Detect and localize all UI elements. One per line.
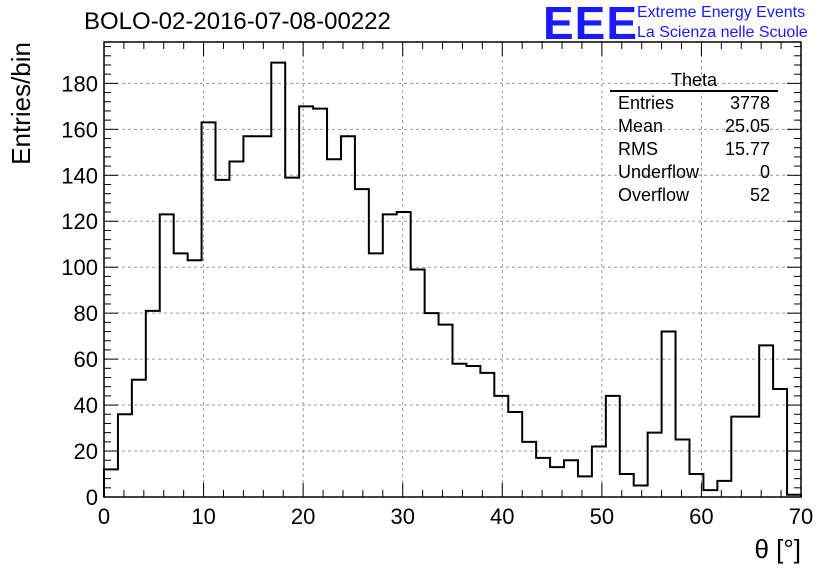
- histogram-bin: [146, 311, 160, 497]
- histogram-bin: [229, 161, 243, 497]
- histogram-bin: [327, 159, 341, 497]
- x-tick-label: 60: [689, 504, 713, 529]
- y-tick-label: 40: [74, 393, 98, 418]
- histogram-bin: [313, 109, 327, 497]
- histogram-bin: [299, 106, 313, 497]
- x-tick-label: 10: [191, 504, 215, 529]
- histogram-bin: [522, 442, 536, 497]
- histogram-bin: [271, 63, 285, 497]
- histogram-bin: [118, 414, 132, 497]
- histogram-bin: [397, 212, 411, 497]
- stats-label: Underflow: [618, 162, 700, 182]
- y-tick-label: 80: [74, 301, 98, 326]
- histogram-bin: [676, 440, 690, 497]
- histogram-bin: [216, 180, 230, 497]
- y-axis-label: Entries/bin: [6, 42, 36, 165]
- x-axis-label: θ [°]: [754, 534, 801, 564]
- logo-line2: La Scienza nelle Scuole: [637, 24, 808, 41]
- stats-label: Overflow: [618, 185, 690, 205]
- stats-row-entries: Entries 3778: [610, 92, 778, 115]
- histogram-bin: [355, 189, 369, 497]
- histogram-bin: [132, 380, 146, 497]
- x-tick-label: 50: [590, 504, 614, 529]
- stats-value: 52: [749, 185, 770, 205]
- histogram-bin: [257, 136, 271, 497]
- histogram-bin: [188, 260, 202, 497]
- y-tick-label: 60: [74, 347, 98, 372]
- y-tick-label: 100: [61, 255, 98, 280]
- histogram-bin: [466, 366, 480, 497]
- histogram-bin: [578, 476, 592, 497]
- x-tick-label: 30: [390, 504, 414, 529]
- histogram-bin: [174, 253, 188, 497]
- stats-row-rms: RMS 15.77: [610, 138, 778, 161]
- histogram-bin: [773, 389, 787, 497]
- histogram-outline: [103, 61, 802, 497]
- histogram-bin: [383, 214, 397, 497]
- plot-frame: [103, 41, 802, 498]
- histogram-bin: [717, 481, 731, 497]
- histogram-bin: [494, 396, 508, 497]
- stats-label: Entries: [618, 93, 675, 113]
- x-tick-label: 70: [789, 504, 813, 529]
- y-tick-label: 20: [74, 439, 98, 464]
- histogram-bin: [411, 270, 425, 498]
- histogram-bin: [731, 417, 745, 497]
- histogram-bin: [592, 446, 606, 497]
- stats-label: Mean: [618, 116, 664, 136]
- y-tick-label: 0: [86, 485, 98, 510]
- histogram-bin: [285, 178, 299, 497]
- histogram-bin: [202, 122, 216, 497]
- y-tick-label: 180: [61, 71, 98, 96]
- stats-value: 3778: [729, 93, 770, 113]
- histogram-bin: [480, 373, 494, 497]
- histogram-bin: [648, 433, 662, 497]
- histogram-bin: [745, 417, 759, 497]
- stats-value: 0: [759, 162, 770, 182]
- histogram-bin: [536, 458, 550, 497]
- histogram-bin: [160, 214, 174, 497]
- histogram-bin: [439, 325, 453, 497]
- histogram-bin: [425, 313, 439, 497]
- histogram-bin: [606, 396, 620, 497]
- histogram-bin: [634, 486, 648, 497]
- histogram-bin: [341, 136, 355, 497]
- stats-value: 15.77: [724, 139, 770, 159]
- histogram-bin: [759, 345, 773, 497]
- chart-title: BOLO-02-2016-07-08-00222: [84, 8, 391, 35]
- histogram-bin: [369, 253, 383, 497]
- logo-caption: Extreme Energy Events La Scienza nelle S…: [637, 3, 808, 43]
- eee-logo: EEE: [543, 0, 639, 49]
- histogram-bin: [662, 332, 676, 497]
- stats-label: RMS: [618, 139, 658, 159]
- stats-row-overflow: Overflow 52: [610, 184, 778, 207]
- histogram-bin: [508, 412, 522, 497]
- stats-box: Theta Entries 3778 Mean 25.05 RMS 15.77 Und…: [610, 70, 778, 207]
- logo-line1: Extreme Energy Events: [637, 4, 806, 21]
- stats-row-underflow: Underflow 0: [610, 161, 778, 184]
- histogram-bin: [453, 364, 467, 497]
- y-tick-label: 140: [61, 163, 98, 188]
- x-tick-label: 40: [490, 504, 514, 529]
- stats-value: 25.05: [724, 116, 770, 136]
- histogram-bin: [104, 469, 118, 497]
- x-tick-label: 20: [291, 504, 315, 529]
- x-tick-label: 0: [98, 504, 110, 529]
- histogram-bin: [703, 490, 717, 497]
- stats-row-mean: Mean 25.05: [610, 115, 778, 138]
- histogram-bin: [243, 136, 257, 497]
- histogram-bin: [564, 460, 578, 497]
- y-tick-label: 160: [61, 117, 98, 142]
- y-tick-label: 120: [61, 209, 98, 234]
- stats-box-title: Theta: [610, 70, 778, 92]
